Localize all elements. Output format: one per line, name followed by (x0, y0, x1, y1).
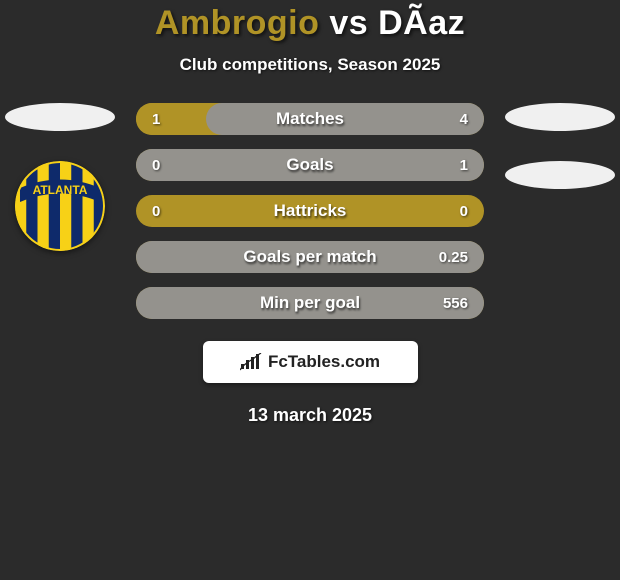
subtitle: Club competitions, Season 2025 (0, 55, 620, 75)
bar-value-right: 1 (444, 157, 484, 174)
bar-fill-right (136, 149, 484, 181)
brand-footer-box: FcTables.com (203, 341, 418, 383)
player1-club-badge: ATLANTA (15, 161, 105, 251)
date-line: 13 march 2025 (0, 405, 620, 426)
stats-bars: 1Matches40Goals10Hattricks0Goals per mat… (120, 103, 500, 319)
stat-bar: Goals per match0.25 (136, 241, 484, 273)
bar-value-left: 0 (136, 157, 176, 174)
bar-value-right: 0.25 (423, 249, 484, 266)
stat-bar: Min per goal556 (136, 287, 484, 319)
bar-fill-right (206, 103, 484, 135)
page-title: Ambrogio vs DÃ­az (0, 4, 620, 43)
stat-bar: 0Hattricks0 (136, 195, 484, 227)
stat-bar: 0Goals1 (136, 149, 484, 181)
title-player1: Ambrogio (155, 4, 320, 42)
bar-label: Hattricks (136, 201, 484, 221)
player1-photo-placeholder (5, 103, 115, 131)
left-side-column: ATLANTA (0, 103, 120, 251)
bar-value-right: 4 (444, 111, 484, 128)
atlanta-badge-icon: ATLANTA (15, 161, 105, 251)
bar-value-left: 0 (136, 203, 176, 220)
right-side-column (500, 103, 620, 189)
bar-value-right: 556 (427, 295, 484, 312)
infographic-container: Ambrogio vs DÃ­az Club competitions, Sea… (0, 0, 620, 580)
main-layout: ATLANTA 1Matches40Goals10Hattricks0Goals… (0, 103, 620, 319)
bars-chart-icon (240, 353, 262, 371)
stat-bar: 1Matches4 (136, 103, 484, 135)
player2-photo-placeholder (505, 103, 615, 131)
player2-club-placeholder (505, 161, 615, 189)
title-player2: DÃ­az (378, 4, 465, 42)
brand-text: FcTables.com (268, 352, 380, 372)
title-vs: vs (319, 4, 378, 42)
bar-value-left: 1 (136, 111, 176, 128)
badge-label: ATLANTA (33, 183, 88, 197)
bar-value-right: 0 (444, 203, 484, 220)
